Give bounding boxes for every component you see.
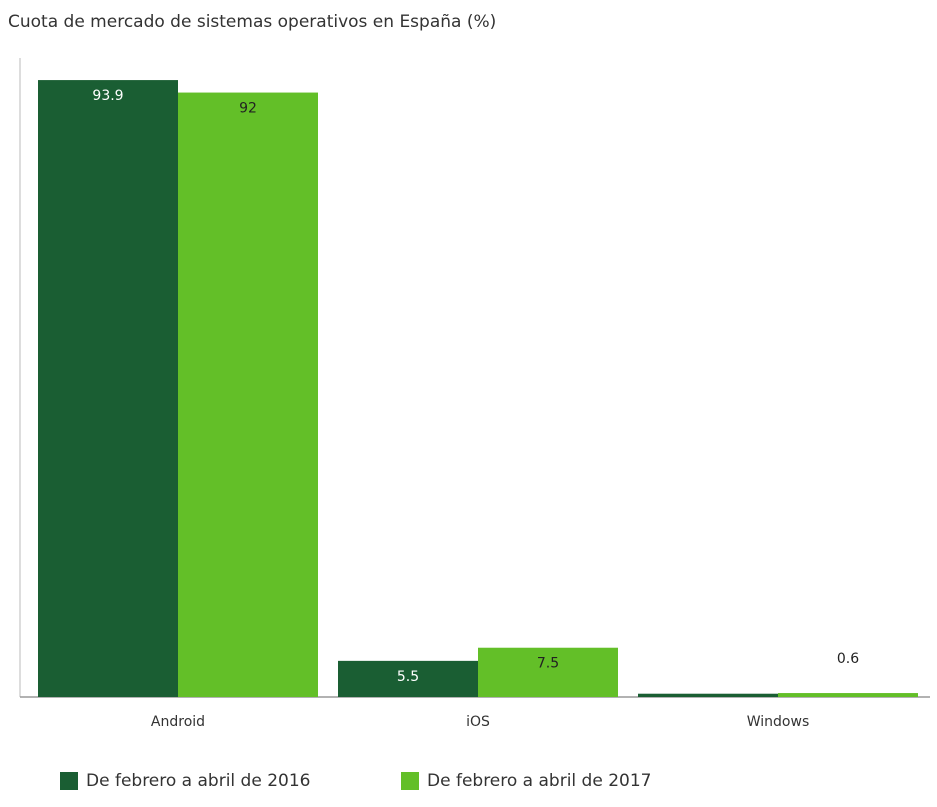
data-label-android-2017: 92: [239, 101, 257, 117]
x-tick-label-android: Android: [151, 714, 205, 730]
bar-windows-2017[interactable]: [778, 693, 918, 697]
data-label-ios-2016: 5.5: [397, 669, 419, 685]
bar-ios-2017[interactable]: [478, 647, 618, 697]
bar-windows-2016[interactable]: [638, 693, 778, 697]
legend-label-2017: De febrero a abril de 2017: [427, 771, 652, 791]
data-label-ios-2017: 7.5: [537, 656, 559, 672]
legend-item-2017[interactable]: De febrero a abril de 2017: [401, 771, 651, 791]
bar-android-2016[interactable]: [38, 80, 178, 697]
legend-item-2016[interactable]: De febrero a abril de 2016: [60, 771, 310, 791]
legend-swatch-2016: [60, 772, 78, 790]
legend-swatch-2017: [401, 772, 419, 790]
x-tick-label-windows: Windows: [747, 714, 810, 730]
x-tick-label-ios: iOS: [466, 714, 490, 730]
data-label-android-2016: 93.9: [92, 88, 123, 104]
chart-title: Cuota de mercado de sistemas operativos …: [8, 12, 497, 32]
legend-label-2016: De febrero a abril de 2016: [86, 771, 311, 791]
bar-ios-2016[interactable]: [338, 660, 478, 697]
data-label-windows-2017: 0.6: [837, 651, 859, 667]
chart-plot: 93.9 92 Android 5.5 7.5 iOS 0.6 Windows: [19, 58, 930, 730]
bar-android-2017[interactable]: [178, 92, 318, 697]
